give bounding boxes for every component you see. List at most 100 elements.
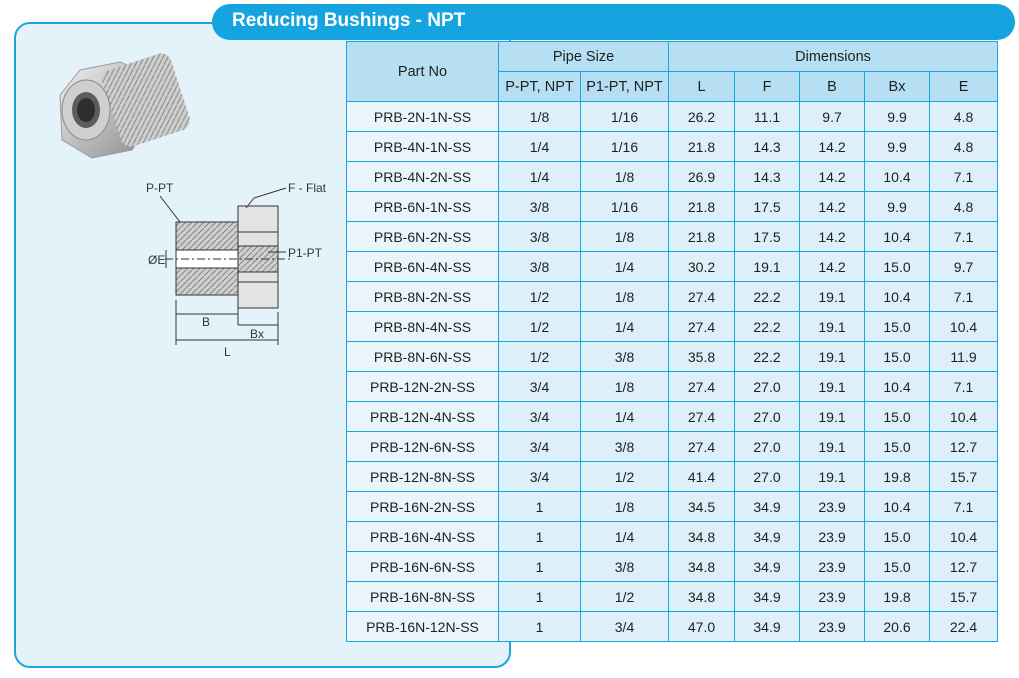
cell-bx: 10.4	[864, 491, 931, 522]
cell-bx: 15.0	[864, 551, 931, 582]
cell-bx: 10.4	[864, 161, 931, 192]
cell-p1-pt: 1/4	[579, 401, 670, 432]
cell-f: 14.3	[734, 161, 801, 192]
header-l: L	[668, 71, 736, 102]
cell-f: 34.9	[734, 611, 801, 642]
cell-b: 19.1	[799, 281, 866, 312]
cell-f: 17.5	[734, 221, 801, 252]
cell-p1-pt: 1/2	[579, 461, 670, 492]
table-row: PRB-16N-4N-SS 1 1/4 34.8 34.9 23.9 15.0 10.4	[346, 521, 999, 552]
cell-e: 15.7	[929, 461, 999, 492]
cell-l: 21.8	[668, 131, 736, 162]
page-title: Reducing Bushings - NPT	[232, 10, 466, 31]
cell-p1-pt: 1/8	[579, 371, 670, 402]
cell-p1-pt: 3/4	[579, 611, 670, 642]
cell-part-no: PRB-2N-1N-SS	[346, 101, 499, 132]
cell-e: 7.1	[929, 161, 999, 192]
cell-p1-pt: 1/4	[579, 251, 670, 282]
table-row: PRB-6N-4N-SS 3/8 1/4 30.2 19.1 14.2 15.0 9.7	[346, 251, 999, 282]
cell-bx: 15.0	[864, 311, 931, 342]
cell-part-no: PRB-12N-2N-SS	[346, 371, 499, 402]
cell-b: 9.7	[799, 101, 866, 132]
cell-b: 19.1	[799, 311, 866, 342]
cell-part-no: PRB-16N-6N-SS	[346, 551, 499, 582]
cell-part-no: PRB-4N-1N-SS	[346, 131, 499, 162]
cell-f: 34.9	[734, 551, 801, 582]
cell-l: 34.5	[668, 491, 736, 522]
cell-part-no: PRB-16N-12N-SS	[346, 611, 499, 642]
cell-part-no: PRB-6N-4N-SS	[346, 251, 499, 282]
cell-f: 17.5	[734, 191, 801, 222]
label-b: B	[202, 315, 210, 329]
cell-l: 30.2	[668, 251, 736, 282]
cell-bx: 10.4	[864, 221, 931, 252]
cell-part-no: PRB-16N-8N-SS	[346, 581, 499, 612]
cell-p-pt: 1/2	[498, 281, 581, 312]
cell-bx: 9.9	[864, 191, 931, 222]
cell-p1-pt: 3/8	[579, 341, 670, 372]
cell-p1-pt: 1/8	[579, 221, 670, 252]
cell-p-pt: 3/8	[498, 251, 581, 282]
cell-p-pt: 1/2	[498, 341, 581, 372]
cell-b: 19.1	[799, 461, 866, 492]
cell-p-pt: 1	[498, 521, 581, 552]
cell-part-no: PRB-16N-2N-SS	[346, 491, 499, 522]
label-p-pt: P-PT	[146, 181, 174, 195]
cell-l: 27.4	[668, 371, 736, 402]
cell-part-no: PRB-12N-4N-SS	[346, 401, 499, 432]
bushing-photo	[59, 53, 190, 159]
cell-p1-pt: 3/8	[579, 431, 670, 462]
cell-f: 34.9	[734, 491, 801, 522]
cell-bx: 15.0	[864, 251, 931, 282]
cell-b: 23.9	[799, 551, 866, 582]
cell-f: 22.2	[734, 281, 801, 312]
cell-p1-pt: 1/8	[579, 491, 670, 522]
cell-bx: 19.8	[864, 461, 931, 492]
table-row: PRB-8N-2N-SS 1/2 1/8 27.4 22.2 19.1 10.4 7.1	[346, 281, 999, 312]
cell-l: 41.4	[668, 461, 736, 492]
label-bx: Bx	[250, 327, 264, 341]
cell-part-no: PRB-6N-1N-SS	[346, 191, 499, 222]
header-pipe-size: Pipe Size	[497, 41, 670, 72]
cell-b: 19.1	[799, 431, 866, 462]
spec-table: Part No Pipe Size Dimensions P-PT, NPT P…	[346, 41, 999, 642]
table-row: PRB-6N-1N-SS 3/8 1/16 21.8 17.5 14.2 9.9 4.8	[346, 191, 999, 222]
cell-b: 14.2	[799, 251, 866, 282]
table-row: PRB-16N-6N-SS 1 3/8 34.8 34.9 23.9 15.0 12.7	[346, 551, 999, 582]
cell-p1-pt: 3/8	[579, 551, 670, 582]
table-row: PRB-4N-1N-SS 1/4 1/16 21.8 14.3 14.2 9.9 4.8	[346, 131, 999, 162]
table-row: PRB-12N-4N-SS 3/4 1/4 27.4 27.0 19.1 15.0 10.4	[346, 401, 999, 432]
table-row: PRB-12N-6N-SS 3/4 3/8 27.4 27.0 19.1 15.0 12.7	[346, 431, 999, 462]
cell-f: 11.1	[734, 101, 801, 132]
table-row: PRB-12N-8N-SS 3/4 1/2 41.4 27.0 19.1 19.8 15.7	[346, 461, 999, 492]
cell-e: 12.7	[929, 431, 999, 462]
cell-part-no: PRB-4N-2N-SS	[346, 161, 499, 192]
header-p1-pt-npt: P1-PT, NPT	[579, 71, 670, 102]
cell-l: 34.8	[668, 551, 736, 582]
header-part-no: Part No	[346, 41, 499, 102]
cell-b: 23.9	[799, 521, 866, 552]
header-e: E	[929, 71, 999, 102]
cell-part-no: PRB-12N-8N-SS	[346, 461, 499, 492]
cell-f: 14.3	[734, 131, 801, 162]
cell-l: 27.4	[668, 401, 736, 432]
cell-f: 27.0	[734, 431, 801, 462]
cell-p-pt: 1	[498, 551, 581, 582]
cell-l: 21.8	[668, 221, 736, 252]
cell-p1-pt: 1/8	[579, 281, 670, 312]
table-row: PRB-8N-6N-SS 1/2 3/8 35.8 22.2 19.1 15.0 11.9	[346, 341, 999, 372]
cell-bx: 10.4	[864, 371, 931, 402]
cell-part-no: PRB-6N-2N-SS	[346, 221, 499, 252]
title-bar	[212, 4, 1015, 40]
cell-b: 14.2	[799, 131, 866, 162]
cell-bx: 15.0	[864, 431, 931, 462]
cell-e: 4.8	[929, 101, 999, 132]
header-f: F	[734, 71, 801, 102]
cell-part-no: PRB-12N-6N-SS	[346, 431, 499, 462]
cell-p-pt: 3/4	[498, 401, 581, 432]
cell-b: 19.1	[799, 371, 866, 402]
cell-bx: 10.4	[864, 281, 931, 312]
table-row: PRB-6N-2N-SS 3/8 1/8 21.8 17.5 14.2 10.4 7.1	[346, 221, 999, 252]
header-dimensions: Dimensions	[668, 41, 999, 72]
cell-f: 34.9	[734, 581, 801, 612]
